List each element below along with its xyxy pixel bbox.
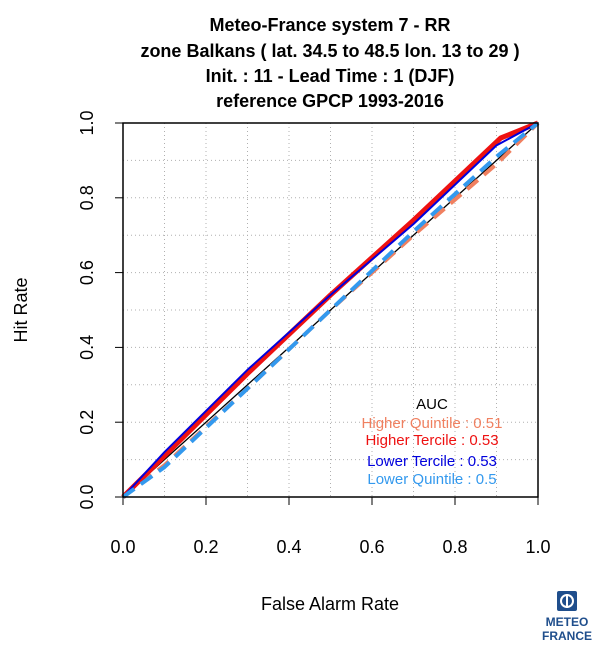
series-line-3: [122, 122, 539, 498]
legend-entry-4: Lower Quintile : 0.5: [367, 471, 496, 488]
x-tick-label: 0.4: [276, 537, 301, 557]
legend-entry-3: Lower Tercile : 0.53: [367, 453, 497, 470]
y-tick-label: 0.4: [77, 335, 97, 360]
logo-line-2: FRANCE: [542, 629, 592, 643]
title-line-3: Init. : 11 - Lead Time : 1 (DJF): [206, 66, 455, 86]
legend-title: AUC: [416, 396, 448, 413]
legend-entry-2: Higher Tercile : 0.53: [365, 432, 498, 449]
x-tick-label: 0.2: [193, 537, 218, 557]
chart-title: Meteo-France system 7 - RR zone Balkans …: [140, 15, 519, 111]
logo-line-1: METEO: [546, 615, 589, 629]
series-lines: [121, 120, 540, 499]
title-line-2: zone Balkans ( lat. 34.5 to 48.5 lon. 13…: [140, 41, 519, 61]
y-tick-label: 0.2: [77, 410, 97, 435]
y-axis-ticks: 0.0 0.2 0.4 0.6 0.8 1.0: [77, 110, 123, 510]
y-tick-label: 0.8: [77, 185, 97, 210]
x-axis-ticks: 0.0 0.2 0.4 0.6 0.8 1.0: [110, 497, 551, 557]
x-tick-label: 0.0: [110, 537, 135, 557]
x-tick-label: 0.8: [442, 537, 467, 557]
y-tick-label: 0.0: [77, 484, 97, 509]
y-tick-label: 0.6: [77, 260, 97, 285]
meteo-france-logo: METEO FRANCE: [542, 591, 592, 643]
series-line-4: [121, 121, 540, 499]
title-line-4: reference GPCP 1993-2016: [216, 91, 444, 111]
y-tick-label: 1.0: [77, 110, 97, 135]
x-tick-label: 0.6: [359, 537, 384, 557]
legend-entry-1: Higher Quintile : 0.51: [362, 415, 503, 432]
y-axis-label: Hit Rate: [11, 277, 31, 342]
x-axis-label: False Alarm Rate: [261, 594, 399, 614]
x-tick-label: 1.0: [525, 537, 550, 557]
plot-frame: [122, 122, 539, 498]
title-line-1: Meteo-France system 7 - RR: [209, 15, 450, 35]
